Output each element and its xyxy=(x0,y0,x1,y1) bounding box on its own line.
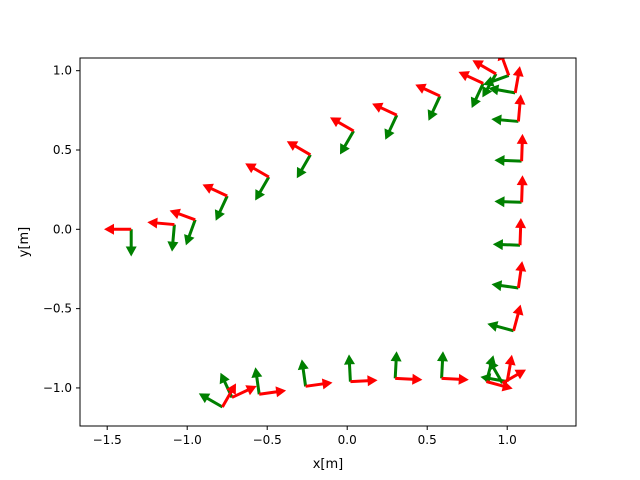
pose-y-arrow xyxy=(297,359,309,387)
x-tick-label: 1.0 xyxy=(498,433,517,447)
pose-y-arrow xyxy=(491,114,519,126)
pose-y-arrow xyxy=(483,74,510,87)
pose-x-arrow xyxy=(497,58,511,76)
pose-y-arrow xyxy=(492,239,521,251)
x-tick-label: −1.0 xyxy=(173,433,202,447)
x-tick-label: 0.0 xyxy=(338,433,357,447)
pose-x-arrow xyxy=(512,66,524,94)
pose-y-arrow xyxy=(491,280,519,292)
pose-y-arrow xyxy=(494,196,522,208)
pose-y-arrow xyxy=(214,195,229,221)
x-axis-label: x[m] xyxy=(313,457,344,472)
pose-x-arrow xyxy=(259,386,287,398)
pose-x-arrow xyxy=(486,380,513,392)
plot-frame xyxy=(79,57,577,427)
pose-y-arrow xyxy=(384,114,399,140)
pose-y-arrow xyxy=(184,219,197,246)
pose-x-arrow xyxy=(415,83,441,98)
pose-y-arrow xyxy=(390,351,402,379)
pose-y-arrow xyxy=(125,229,137,257)
pose-x-arrow xyxy=(231,385,257,399)
pose-x-arrow xyxy=(350,375,378,387)
pose-y-arrow xyxy=(427,95,442,121)
pose-y-arrow xyxy=(167,224,179,252)
pose-y-arrow xyxy=(470,82,485,108)
pose-x-arrow xyxy=(104,223,132,235)
x-tick-label: −0.5 xyxy=(253,433,282,447)
y-axis-label: y[m] xyxy=(17,227,32,258)
pose-x-arrow xyxy=(330,117,355,133)
pose-y-arrow xyxy=(344,354,355,382)
x-tick-label: −1.5 xyxy=(93,433,122,447)
arrows-layer xyxy=(104,58,528,409)
pose-x-arrow xyxy=(515,218,527,246)
pose-y-arrow xyxy=(198,393,224,409)
pose-x-arrow xyxy=(221,383,236,408)
y-tick-label: 1.0 xyxy=(53,64,72,78)
pose-y-arrow xyxy=(494,155,522,166)
y-tick-label: −1.0 xyxy=(43,381,72,395)
pose-y-arrow xyxy=(340,130,355,155)
pose-x-arrow xyxy=(472,60,497,76)
pose-x-arrow xyxy=(501,369,526,385)
pose-x-arrow xyxy=(512,304,524,332)
pose-y-arrow xyxy=(488,84,516,96)
pose-x-arrow xyxy=(504,354,516,382)
y-tick-label: −0.5 xyxy=(43,302,72,316)
pose-x-arrow xyxy=(147,217,175,229)
pose-x-arrow xyxy=(305,378,333,390)
pose-x-arrow xyxy=(169,208,196,222)
pose-x-arrow xyxy=(516,175,528,203)
y-tick-label: 0.5 xyxy=(53,143,72,157)
pose-x-arrow xyxy=(202,183,228,198)
x-ticks: −1.5 −1.0 −0.5 0.0 0.5 1.0 xyxy=(93,426,517,447)
pose-x-arrow xyxy=(245,163,270,179)
pose-y-arrow xyxy=(487,321,514,333)
pose-y-arrow xyxy=(296,154,312,179)
pose-y-arrow xyxy=(488,359,504,384)
y-ticks: −1.0 −0.5 0.0 0.5 1.0 xyxy=(43,64,80,395)
pose-y-arrow xyxy=(437,351,448,379)
pose-x-arrow xyxy=(286,141,312,157)
pose-x-arrow xyxy=(395,373,423,385)
pose-x-arrow xyxy=(372,102,398,117)
x-tick-label: 0.5 xyxy=(418,433,437,447)
y-tick-label: 0.0 xyxy=(53,222,72,236)
pose-x-arrow xyxy=(458,71,484,85)
pose-x-arrow xyxy=(515,261,527,289)
pose-x-arrow xyxy=(441,373,469,385)
pose-y-arrow xyxy=(251,367,263,395)
pose-x-arrow xyxy=(514,94,526,122)
pose-x-arrow xyxy=(516,133,528,162)
pose-y-arrow xyxy=(255,176,271,201)
pose-y-arrow xyxy=(485,355,497,382)
